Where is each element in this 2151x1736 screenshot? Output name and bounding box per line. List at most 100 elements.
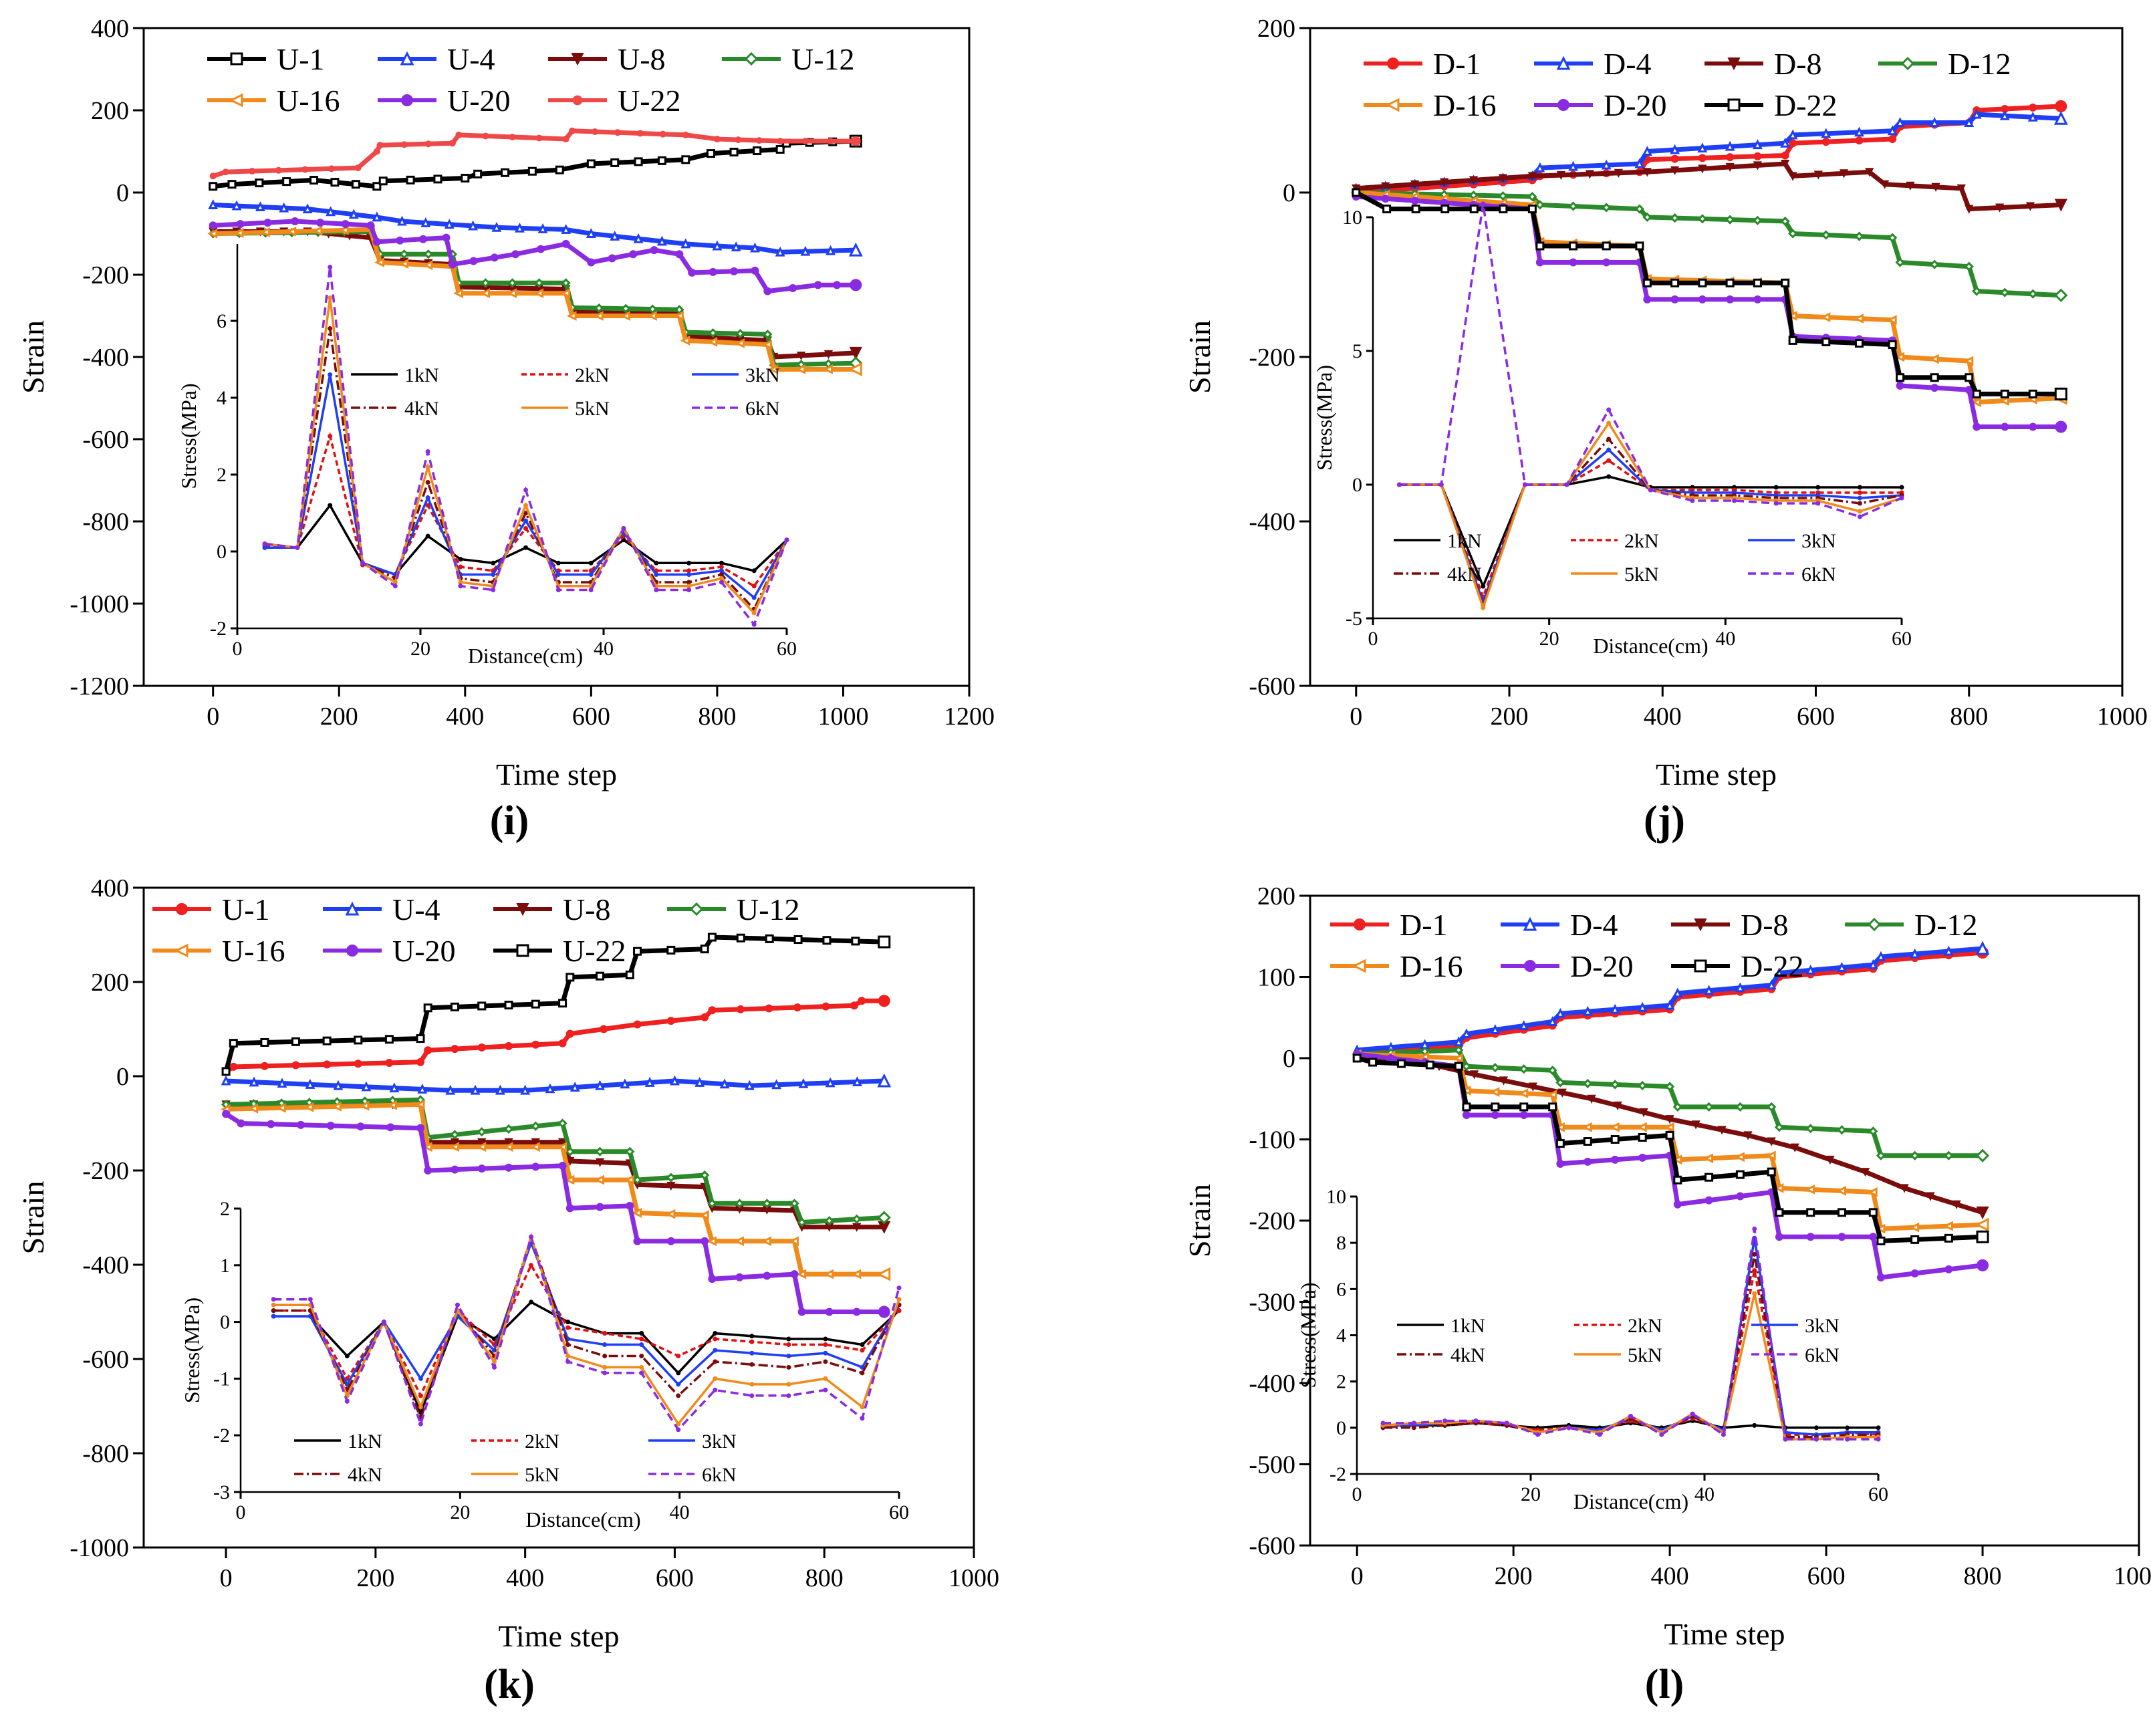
panel-label: (l)	[1645, 1662, 1684, 1707]
inset-ytick-label: -2	[213, 1424, 230, 1447]
inset-ytick-label: 6	[217, 310, 227, 332]
series-markers-D-8	[1352, 159, 2067, 214]
inset-ytick-label: 4	[217, 387, 227, 409]
inset-series-2kN	[273, 1263, 900, 1398]
inset-point-4kN	[786, 1364, 791, 1370]
legend-label-D-20: D-20	[1570, 949, 1634, 983]
inset-point-5kN	[271, 1302, 276, 1308]
legend-label-D-12: D-12	[1914, 908, 1978, 942]
series-line-U-1	[225, 998, 884, 1074]
series-markers-U-22	[209, 127, 861, 180]
inset-point-3kN	[639, 1342, 644, 1348]
inset-point-5kN	[1481, 605, 1486, 610]
main-ytick-label: -600	[1249, 672, 1295, 701]
inset-point-6kN	[1752, 1226, 1757, 1231]
inset-point-1kN	[654, 560, 659, 566]
series-markers-U-20	[209, 217, 862, 295]
panel-label: (k)	[484, 1662, 535, 1707]
inset-point-1kN	[1606, 474, 1612, 479]
inset-x-axis-label: Distance(cm)	[1573, 1489, 1688, 1513]
panel-label: (i)	[490, 798, 529, 844]
inset-point-5kN	[676, 1421, 681, 1427]
inset-ytick-label: 8	[1336, 1232, 1346, 1254]
inset-point-6kN	[295, 545, 300, 550]
inset-point-1kN	[529, 1299, 534, 1305]
inset-ytick-label: -2	[1330, 1463, 1346, 1485]
inset-xtick-label: 60	[1892, 628, 1912, 650]
inset-point-2kN	[1606, 458, 1612, 463]
inset-point-6kN	[1815, 501, 1821, 506]
x-axis-label: Time step	[498, 1619, 619, 1653]
x-axis-label: Time step	[1664, 1617, 1785, 1651]
inset-legend-label-2kN: 2kN	[1628, 1315, 1662, 1337]
inset-point-6kN	[328, 265, 333, 269]
inset-point-1kN	[786, 1336, 791, 1342]
inset-xtick-label: 60	[777, 638, 797, 660]
legend-label-D-8: D-8	[1741, 908, 1789, 942]
inset-legend-label-1kN: 1kN	[1447, 530, 1482, 552]
inset-ytick-label: -2	[210, 618, 227, 640]
main-ytick-label: -400	[1249, 508, 1295, 536]
inset-legend-label-4kN: 4kN	[348, 1464, 382, 1486]
inset-point-1kN	[1752, 1422, 1757, 1428]
main-xtick-label: 800	[1950, 703, 1988, 731]
legend: U-1 U-4 U-8 U-12 U-16 U-20 U-22	[207, 42, 855, 118]
main-xtick-label: 1000	[2097, 703, 2148, 731]
main-ytick-label: 200	[1257, 882, 1295, 910]
main-ytick-label: 0	[1283, 1045, 1295, 1073]
main-ytick-label: -1200	[70, 672, 129, 701]
inset-xtick-label: 20	[410, 638, 430, 660]
legend-label-D-22: D-22	[1774, 88, 1838, 122]
inset-point-6kN	[360, 560, 366, 566]
inset-legend-label-4kN: 4kN	[1447, 564, 1482, 586]
inset-point-5kN	[896, 1297, 902, 1302]
inset-point-2kN	[896, 1308, 902, 1314]
inset-legend-label-3kN: 3kN	[745, 364, 780, 386]
inset-point-2kN	[1857, 490, 1862, 495]
main-ytick-label: -200	[82, 1157, 129, 1185]
inset-legend-label-6kN: 6kN	[702, 1464, 737, 1486]
legend-label-D-8: D-8	[1774, 47, 1822, 81]
inset-point-6kN	[1659, 1432, 1664, 1437]
main-xtick-label: 600	[572, 703, 610, 731]
inset-point-5kN	[713, 1376, 718, 1381]
inset-point-2kN	[786, 1342, 791, 1348]
inset-ytick-label: 6	[1336, 1278, 1346, 1300]
inset-point-5kN	[786, 1382, 791, 1387]
main-xtick-label: 1000	[948, 1564, 999, 1592]
inset-point-3kN	[588, 572, 594, 577]
legend-label-U-8: U-8	[618, 42, 666, 76]
inset-point-3kN	[425, 495, 430, 500]
inset-point-4kN	[1411, 1425, 1416, 1431]
inset-ytick-label: 10	[1326, 1186, 1346, 1208]
inset-point-2kN	[860, 1348, 865, 1353]
legend-label-U-1: U-1	[277, 42, 325, 76]
inset-xtick-label: 0	[236, 1501, 246, 1523]
inset-point-5kN	[565, 1353, 571, 1358]
main-ytick-label: 400	[91, 874, 129, 902]
inset-point-3kN	[719, 568, 724, 574]
main-ytick-label: 200	[91, 97, 129, 125]
inset-point-4kN	[749, 1362, 755, 1367]
series-markers-U-16	[207, 224, 862, 376]
inset-point-1kN	[1876, 1425, 1881, 1431]
inset-point-1kN	[491, 560, 496, 566]
legend-label-U-12: U-12	[737, 892, 800, 926]
inset-point-6kN	[621, 526, 626, 531]
inset-point-5kN	[1606, 420, 1612, 426]
legend-label-D-4: D-4	[1570, 908, 1618, 942]
legend-label-U-22: U-22	[618, 84, 681, 118]
y-axis-label: Strain	[16, 1181, 50, 1255]
main-xtick-label: 200	[1495, 1562, 1533, 1590]
inset-point-1kN	[1813, 1425, 1819, 1431]
inset-legend-label-2kN: 2kN	[525, 1431, 559, 1453]
legend-label-D-20: D-20	[1604, 88, 1667, 122]
series-line-U-4	[225, 1078, 884, 1093]
inset-point-1kN	[1815, 485, 1821, 490]
inset-x-axis-label: Distance(cm)	[1593, 634, 1708, 658]
series-line-U-4	[213, 203, 856, 255]
inset-ytick-label: 2	[217, 464, 227, 486]
inset-y-axis-label: Stress(MPa)	[180, 1297, 204, 1403]
inset-legend-label-3kN: 3kN	[702, 1431, 737, 1453]
legend-label-U-12: U-12	[791, 42, 855, 76]
